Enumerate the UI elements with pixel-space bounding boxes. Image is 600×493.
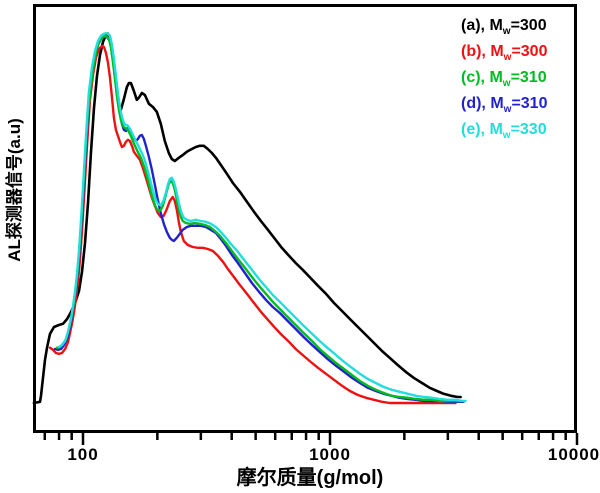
x-axis-label: 摩尔质量(g/mol): [236, 467, 384, 489]
legend-label-subscript: w: [502, 130, 511, 142]
legend-entry-d: (d), Mw=310: [461, 93, 547, 119]
legend-label-value: =300: [511, 43, 548, 60]
legend-label-value: =310: [511, 95, 548, 112]
curve-a: [32, 32, 462, 405]
legend-label-value: =310: [510, 69, 547, 86]
legend-entry-b: (b), Mw=300: [461, 41, 547, 67]
x-tick-label-100: 100: [67, 445, 99, 464]
x-axis-ticks: [43, 433, 579, 445]
legend-label-value: =300: [510, 17, 547, 34]
legend-label-subscript: w: [503, 52, 512, 64]
plot-frame: [33, 4, 577, 433]
legend-label-prefix: (e), M: [461, 121, 503, 138]
legend-label-subscript: w: [503, 104, 512, 116]
curve-b: [48, 44, 457, 405]
legend-label-prefix: (b), M: [461, 43, 504, 60]
legend-label-prefix: (c), M: [461, 69, 503, 86]
legend-entry-c: (c), Mw=310: [461, 67, 547, 93]
legend-label-subscript: w: [502, 26, 511, 38]
legend: (a), Mw=300 (b), Mw=300 (c), Mw=310 (d), Mw…: [461, 15, 547, 145]
legend-label-prefix: (a), M: [461, 17, 503, 34]
legend-label-prefix: (d), M: [461, 95, 504, 112]
legend-label-subscript: w: [502, 78, 511, 90]
legend-entry-a: (a), Mw=300: [461, 15, 547, 41]
curve-e: [57, 31, 467, 403]
legend-label-value: =330: [510, 121, 547, 138]
y-axis-label: AL探测器信号(a.u): [5, 118, 24, 262]
x-tick-label-1000: 1000: [309, 445, 351, 464]
legend-entry-e: (e), Mw=330: [461, 119, 547, 145]
x-tick-label-10000: 10000: [547, 445, 600, 464]
